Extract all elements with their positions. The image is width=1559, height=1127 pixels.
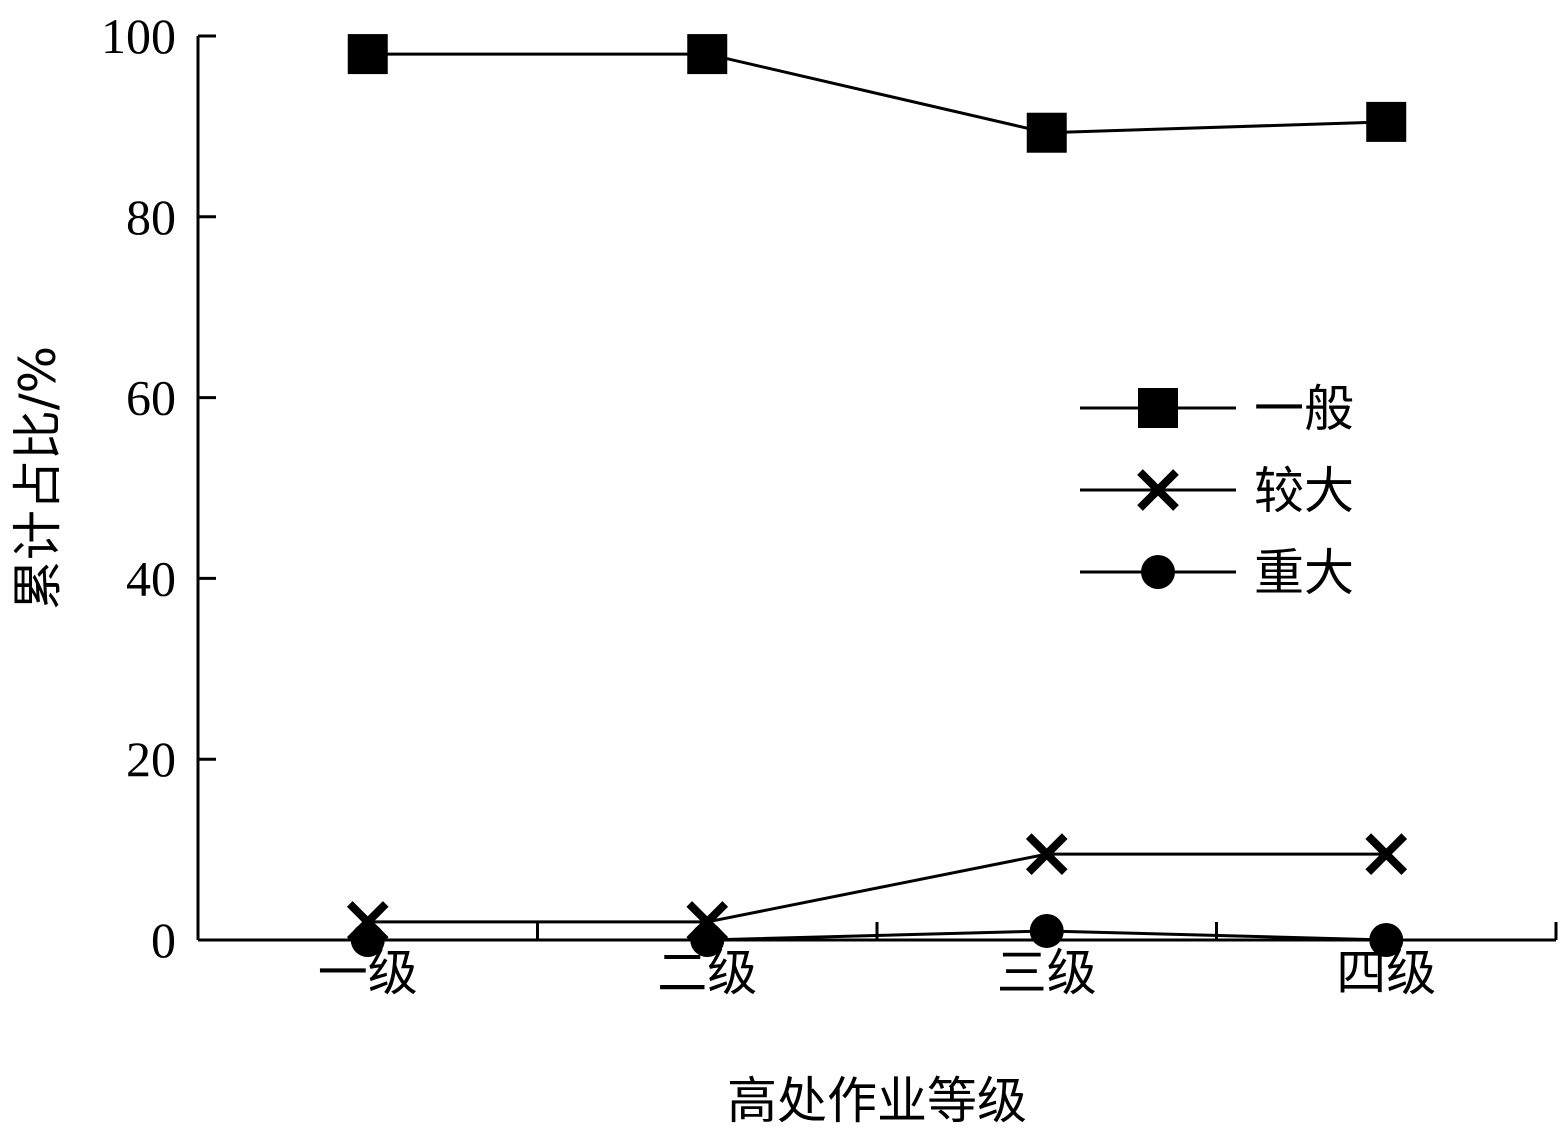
legend-item: 一般 xyxy=(1080,380,1354,438)
y-tick-label: 100 xyxy=(101,8,176,64)
series-line xyxy=(367,52,1387,135)
series-layer xyxy=(346,34,1408,957)
legend-label: 较大 xyxy=(1254,462,1354,520)
series-3 xyxy=(350,913,1404,957)
x-tick-label: 三级 xyxy=(997,944,1097,1002)
x-marker-stroke xyxy=(1365,833,1408,875)
y-tick-label: 60 xyxy=(126,370,176,426)
circle-marker xyxy=(1369,923,1404,957)
square-marker xyxy=(687,34,728,75)
y-axis-title: 累计占比/% xyxy=(9,346,67,610)
y-tick-label: 40 xyxy=(126,550,176,606)
legend-item: 较大 xyxy=(1080,462,1354,520)
legend-item: 重大 xyxy=(1080,544,1354,602)
series-1 xyxy=(347,34,1407,153)
y-tick-label: 80 xyxy=(126,189,176,245)
legend-label: 重大 xyxy=(1254,544,1354,602)
x-marker-stroke xyxy=(1025,833,1068,875)
circle-marker xyxy=(1029,913,1064,948)
x-marker xyxy=(1025,833,1068,875)
square-marker xyxy=(347,34,388,75)
x-axis-title: 高处作业等级 xyxy=(727,1072,1027,1127)
x-marker xyxy=(1137,469,1179,511)
square-marker xyxy=(1026,112,1067,153)
series-line xyxy=(367,852,1387,924)
circle-marker xyxy=(1141,555,1175,589)
x-axis-ticks: 一级 二级 三级 四级 xyxy=(318,922,1558,1002)
series-line xyxy=(367,929,1387,942)
circle-marker xyxy=(350,923,385,957)
y-tick-label: 0 xyxy=(151,912,176,968)
y-axis-ticks: 0 20 40 60 80 100 xyxy=(101,8,216,968)
legend-label: 一般 xyxy=(1254,380,1354,438)
circle-marker xyxy=(690,923,725,957)
square-marker xyxy=(1138,388,1178,428)
x-marker-stroke xyxy=(1137,469,1179,511)
x-marker xyxy=(1365,833,1408,875)
y-tick-label: 20 xyxy=(126,731,176,787)
square-marker xyxy=(1366,101,1407,142)
